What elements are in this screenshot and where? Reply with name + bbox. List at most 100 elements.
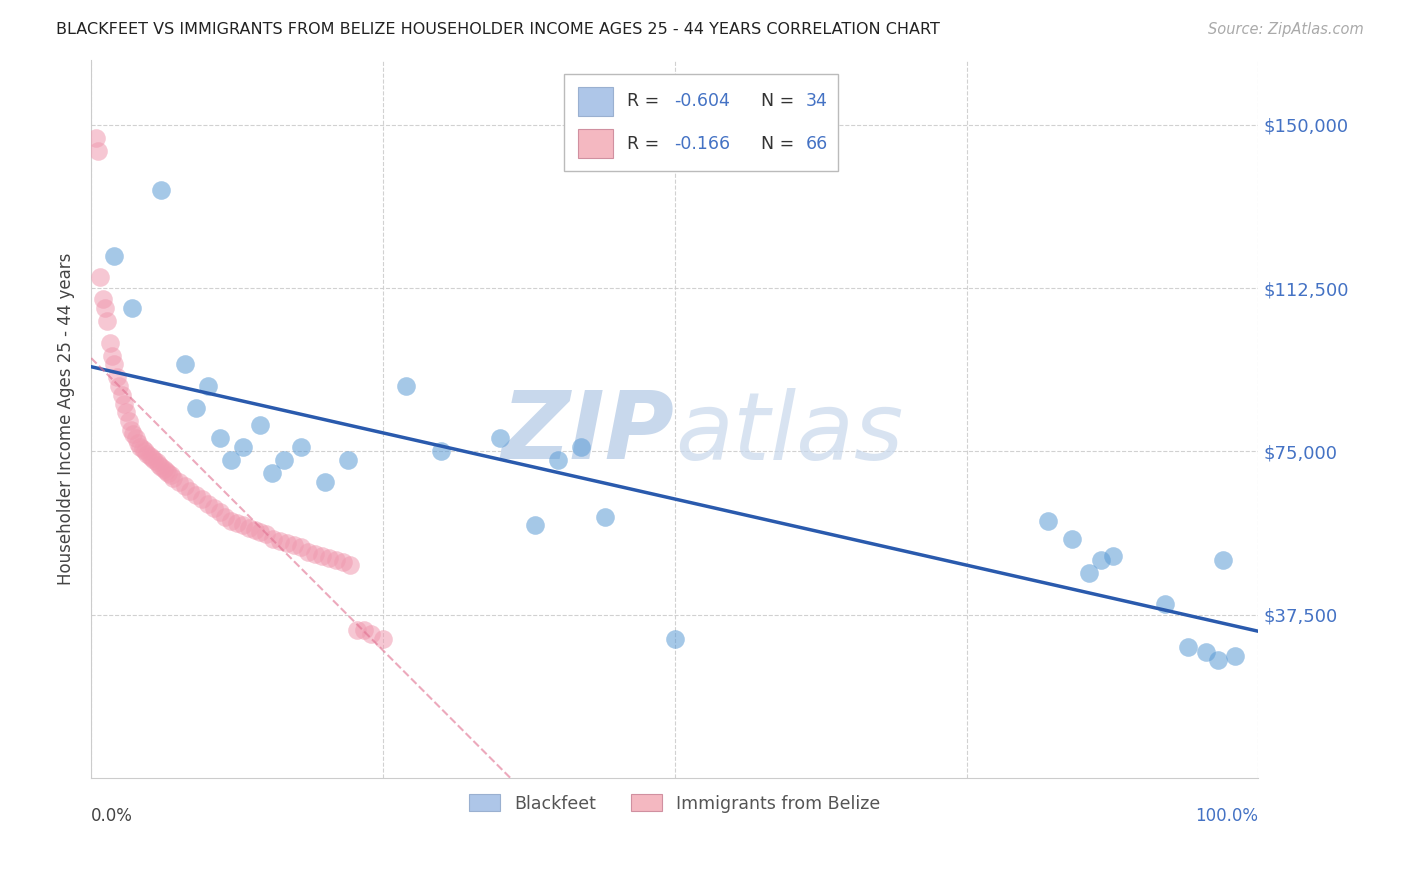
Point <box>127 435 149 450</box>
Point <box>395 379 418 393</box>
Point <box>1060 532 1083 546</box>
Point <box>138 449 160 463</box>
Text: N =: N = <box>749 92 799 111</box>
Point <box>136 447 159 461</box>
Point <box>571 440 593 454</box>
Point <box>155 464 177 478</box>
Text: R =: R = <box>627 92 665 111</box>
Point <box>353 623 375 637</box>
Point <box>1154 597 1177 611</box>
Point <box>96 314 118 328</box>
Point <box>290 440 312 454</box>
FancyBboxPatch shape <box>564 74 838 171</box>
Point <box>112 396 135 410</box>
Point <box>186 401 208 415</box>
Point <box>269 533 291 548</box>
Point <box>89 270 111 285</box>
Point <box>249 524 271 539</box>
Point <box>547 453 569 467</box>
Point <box>87 144 110 158</box>
Point <box>173 479 195 493</box>
Point <box>238 521 260 535</box>
Point <box>173 357 195 371</box>
Text: R =: R = <box>627 135 665 153</box>
Text: 0.0%: 0.0% <box>91 806 134 825</box>
Point <box>314 475 336 489</box>
Point <box>339 558 361 572</box>
Point <box>219 453 242 467</box>
Text: 100.0%: 100.0% <box>1195 806 1258 825</box>
Point <box>1212 553 1234 567</box>
Point <box>325 553 347 567</box>
Point <box>318 551 340 566</box>
Text: ZIP: ZIP <box>502 387 675 479</box>
Point <box>304 547 326 561</box>
Point <box>91 292 114 306</box>
Point <box>98 335 121 350</box>
Text: -0.604: -0.604 <box>673 92 730 111</box>
Point <box>226 516 249 531</box>
Point <box>219 514 242 528</box>
Point <box>336 453 359 467</box>
Point <box>1223 649 1246 664</box>
Point <box>593 509 616 524</box>
Point <box>124 431 146 445</box>
Text: BLACKFEET VS IMMIGRANTS FROM BELIZE HOUSEHOLDER INCOME AGES 25 - 44 YEARS CORREL: BLACKFEET VS IMMIGRANTS FROM BELIZE HOUS… <box>56 22 941 37</box>
Point <box>243 523 266 537</box>
Point <box>191 492 214 507</box>
Point <box>254 527 277 541</box>
Point <box>273 453 295 467</box>
Point <box>150 459 173 474</box>
Point <box>103 357 125 371</box>
Point <box>262 467 284 481</box>
Legend: Blackfeet, Immigrants from Belize: Blackfeet, Immigrants from Belize <box>463 788 887 820</box>
Point <box>208 505 231 519</box>
Text: 66: 66 <box>806 135 828 153</box>
Point <box>162 470 184 484</box>
Point <box>94 301 117 315</box>
Point <box>121 301 143 315</box>
Point <box>262 532 284 546</box>
Point <box>1038 514 1060 528</box>
Point <box>84 131 107 145</box>
Point <box>105 370 128 384</box>
Point <box>1101 549 1123 563</box>
Point <box>290 541 312 555</box>
Point <box>664 632 686 646</box>
Point <box>145 455 167 469</box>
Point <box>276 536 298 550</box>
Y-axis label: Householder Income Ages 25 - 44 years: Householder Income Ages 25 - 44 years <box>58 252 75 585</box>
Point <box>1177 640 1199 655</box>
Point <box>1090 553 1112 567</box>
Text: -0.166: -0.166 <box>673 135 730 153</box>
Point <box>110 388 132 402</box>
Point <box>283 538 305 552</box>
Point <box>1206 653 1229 667</box>
Point <box>115 405 138 419</box>
Point <box>120 423 142 437</box>
Point <box>197 379 219 393</box>
Point <box>208 431 231 445</box>
Point <box>232 518 254 533</box>
Point <box>202 501 225 516</box>
Point <box>157 467 180 481</box>
Point <box>360 627 382 641</box>
Point <box>311 549 333 563</box>
Point <box>346 623 368 637</box>
Point <box>129 440 152 454</box>
Point <box>297 544 319 558</box>
Point <box>117 414 139 428</box>
Point <box>141 450 163 465</box>
Text: N =: N = <box>749 135 799 153</box>
Text: 34: 34 <box>806 92 827 111</box>
Point <box>179 483 201 498</box>
Point <box>134 444 156 458</box>
Point <box>152 462 174 476</box>
Point <box>167 475 190 489</box>
Point <box>103 248 125 262</box>
Text: atlas: atlas <box>675 388 903 479</box>
Point <box>143 453 166 467</box>
Point <box>430 444 453 458</box>
Point <box>197 497 219 511</box>
Point <box>101 349 124 363</box>
